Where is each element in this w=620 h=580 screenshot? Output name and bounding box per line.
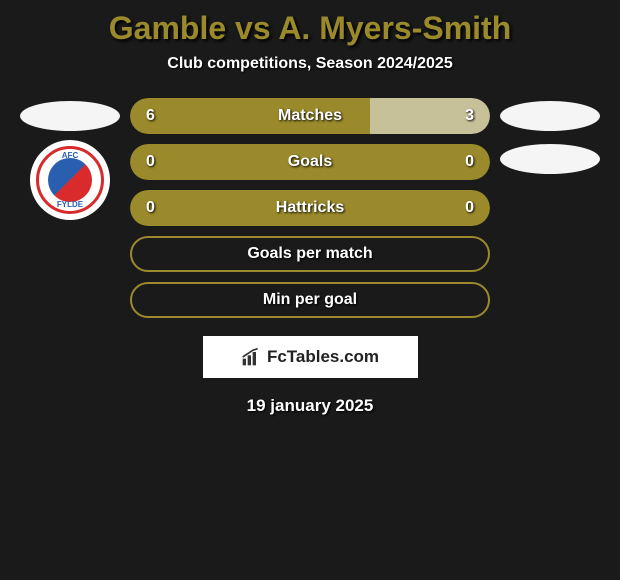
- stat-bar-matches: 6 3 Matches: [130, 98, 490, 134]
- stat-bar-hattricks: 0 0 Hattricks: [130, 190, 490, 226]
- club-badge-left: AFC FYLDE: [30, 140, 110, 220]
- fctables-logo[interactable]: FcTables.com: [203, 336, 418, 378]
- stat-value-right: 0: [465, 153, 474, 171]
- stat-right-matches: 3: [370, 98, 490, 134]
- stat-bar-mpg: Min per goal: [130, 282, 490, 318]
- stat-row-matches: 6 3 Matches: [0, 98, 620, 134]
- stat-label: Matches: [278, 107, 342, 125]
- stat-row-goals: AFC FYLDE 0 0 Goals 0: [0, 144, 620, 318]
- player-right-oval-2: [500, 144, 600, 174]
- stat-label: Min per goal: [263, 291, 357, 309]
- stat-left-goals: 0: [130, 144, 310, 180]
- player-right-oval: [500, 101, 600, 131]
- stat-label: Goals per match: [247, 245, 372, 263]
- club-text-bottom: FYLDE: [57, 200, 83, 209]
- stat-value-left: 0: [146, 199, 155, 217]
- subtitle: Club competitions, Season 2024/2025: [0, 55, 620, 73]
- main-container: Gamble vs A. Myers-Smith Club competitio…: [0, 0, 620, 416]
- stat-value-left: 0: [146, 153, 155, 171]
- chart-icon: [241, 347, 261, 367]
- stat-label: Goals: [288, 153, 332, 171]
- stat-right-goals: 0: [310, 144, 490, 180]
- stat-value-left: 6: [146, 107, 155, 125]
- stat-bar-gpm: Goals per match: [130, 236, 490, 272]
- stat-label: Hattricks: [276, 199, 344, 217]
- club-center-icon: [48, 158, 92, 202]
- date-text: 19 january 2025: [0, 396, 620, 416]
- logo-text: FcTables.com: [267, 347, 379, 367]
- stat-value-right: 0: [465, 199, 474, 217]
- player-left-oval: [20, 101, 120, 131]
- stat-value-right: 3: [465, 107, 474, 125]
- stat-bar-goals: 0 0 Goals: [130, 144, 490, 180]
- page-title: Gamble vs A. Myers-Smith: [0, 10, 620, 47]
